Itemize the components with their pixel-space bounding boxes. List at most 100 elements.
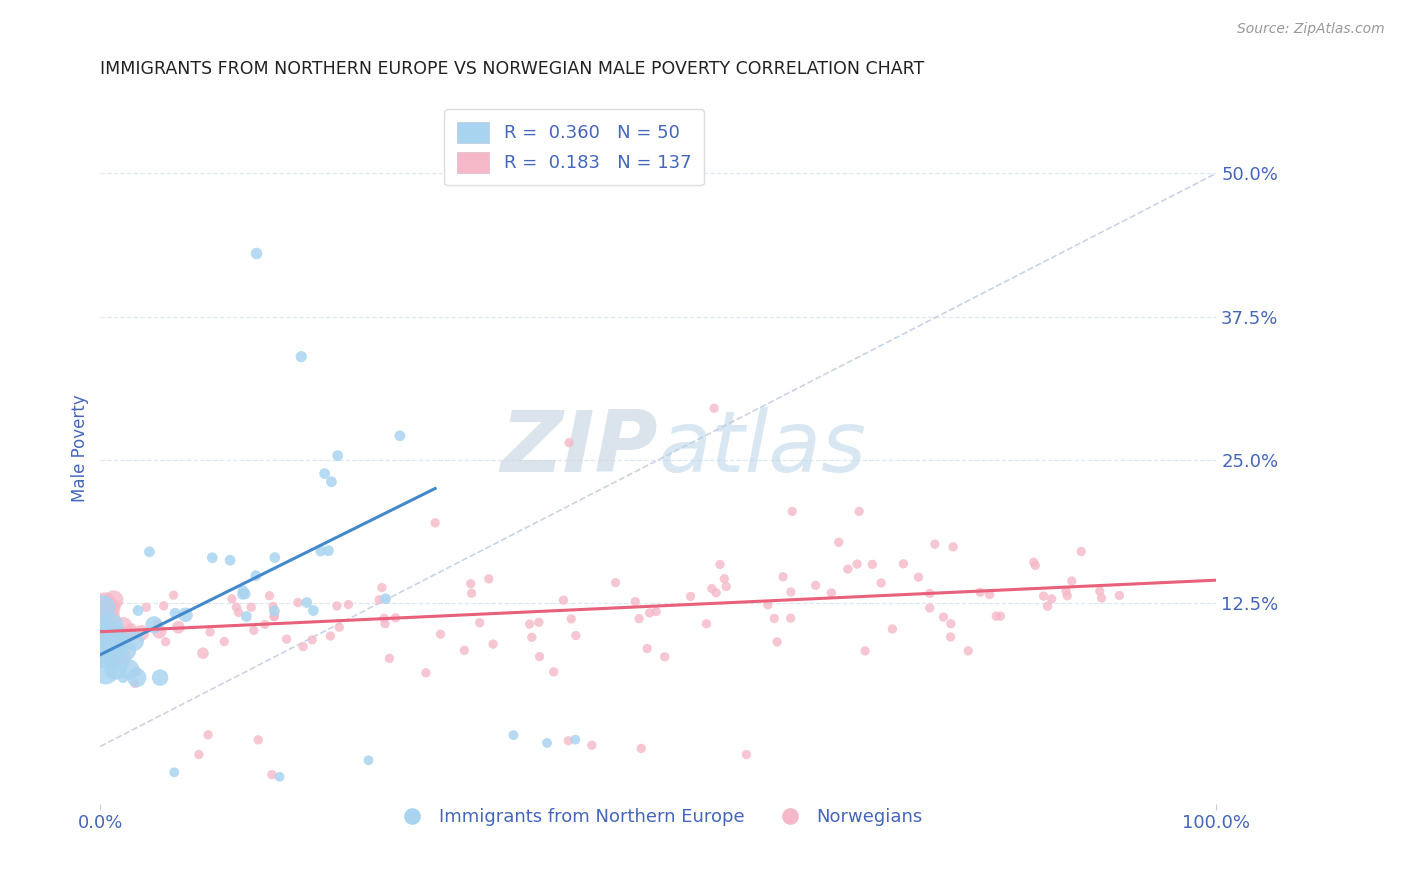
Point xyxy=(536,736,558,750)
Point xyxy=(460,586,482,600)
Point xyxy=(529,649,551,664)
Point xyxy=(97,655,120,669)
Point xyxy=(713,572,735,586)
Point xyxy=(292,640,315,654)
Point xyxy=(453,643,475,657)
Point xyxy=(628,612,651,626)
Point xyxy=(860,558,883,572)
Point xyxy=(100,618,122,632)
Point xyxy=(478,572,501,586)
Point xyxy=(820,586,842,600)
Point xyxy=(253,617,276,632)
Point xyxy=(1056,589,1078,603)
Point xyxy=(326,449,349,463)
Point xyxy=(979,588,1001,602)
Point xyxy=(152,599,174,613)
Point xyxy=(94,665,117,679)
Point xyxy=(882,622,904,636)
Point xyxy=(645,605,668,619)
Point xyxy=(276,632,298,647)
Point xyxy=(104,661,127,675)
Point xyxy=(558,435,581,450)
Point xyxy=(243,624,266,638)
Point xyxy=(90,643,112,657)
Point xyxy=(174,607,197,622)
Point xyxy=(103,593,125,607)
Point xyxy=(245,246,267,260)
Point xyxy=(245,568,267,582)
Point xyxy=(907,570,929,584)
Point xyxy=(605,575,627,590)
Point xyxy=(135,600,157,615)
Point xyxy=(756,598,779,612)
Point xyxy=(1108,589,1130,603)
Point xyxy=(828,535,851,549)
Point xyxy=(429,627,451,641)
Point xyxy=(1032,589,1054,603)
Point xyxy=(703,401,725,416)
Point xyxy=(990,609,1012,624)
Point xyxy=(636,641,658,656)
Point xyxy=(502,728,524,742)
Point xyxy=(378,651,401,665)
Legend: Immigrants from Northern Europe, Norwegians: Immigrants from Northern Europe, Norwegi… xyxy=(387,801,931,834)
Point xyxy=(263,604,285,618)
Point xyxy=(624,594,647,608)
Point xyxy=(94,596,117,610)
Point xyxy=(233,587,256,601)
Point xyxy=(143,617,166,632)
Point xyxy=(357,753,380,767)
Point xyxy=(263,550,285,565)
Point xyxy=(167,620,190,634)
Point xyxy=(287,595,309,609)
Point xyxy=(695,616,717,631)
Point xyxy=(231,587,253,601)
Point xyxy=(519,617,541,632)
Point xyxy=(460,576,482,591)
Point xyxy=(1060,574,1083,588)
Point xyxy=(100,619,122,633)
Point xyxy=(290,350,312,364)
Point xyxy=(259,589,281,603)
Point xyxy=(97,615,120,630)
Point xyxy=(560,612,582,626)
Point xyxy=(319,629,342,643)
Point xyxy=(146,616,169,631)
Point xyxy=(114,625,136,640)
Point xyxy=(735,747,758,762)
Point xyxy=(321,475,343,489)
Point xyxy=(918,586,941,600)
Point xyxy=(117,627,139,641)
Point xyxy=(114,643,136,657)
Point xyxy=(302,603,325,617)
Point xyxy=(112,657,135,671)
Point xyxy=(225,600,247,615)
Point xyxy=(97,648,120,663)
Point xyxy=(630,741,652,756)
Point xyxy=(112,619,135,633)
Point xyxy=(388,429,411,443)
Point xyxy=(423,516,446,530)
Point xyxy=(337,598,360,612)
Point xyxy=(709,558,731,572)
Point xyxy=(155,634,177,648)
Point xyxy=(779,585,801,599)
Point xyxy=(557,733,579,747)
Point xyxy=(247,732,270,747)
Point xyxy=(301,632,323,647)
Point xyxy=(198,625,221,640)
Point xyxy=(262,599,284,614)
Point xyxy=(98,608,121,623)
Point xyxy=(1024,558,1046,573)
Point xyxy=(374,591,396,606)
Point xyxy=(564,732,586,747)
Point xyxy=(148,624,170,639)
Point xyxy=(240,600,263,615)
Point xyxy=(893,557,915,571)
Point xyxy=(201,550,224,565)
Point xyxy=(125,665,148,679)
Point xyxy=(163,765,186,780)
Point xyxy=(374,616,396,631)
Point xyxy=(118,662,141,676)
Point xyxy=(138,545,160,559)
